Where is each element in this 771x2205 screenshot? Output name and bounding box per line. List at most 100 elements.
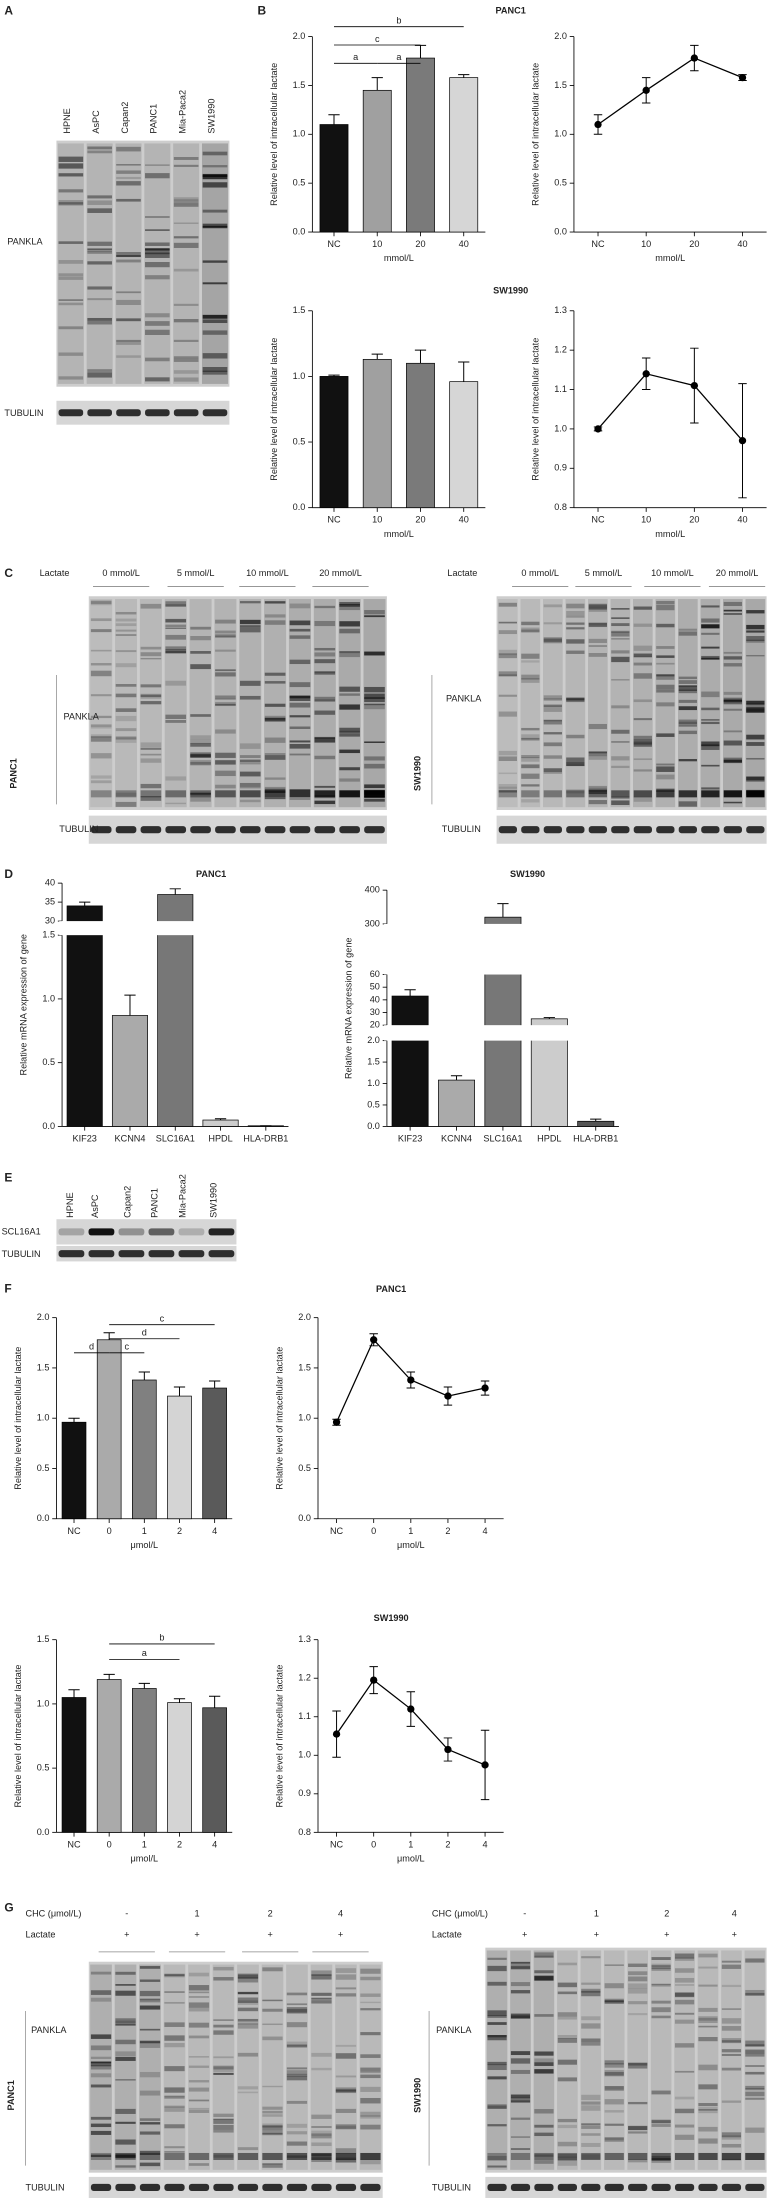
blot-band bbox=[145, 357, 170, 362]
blot-band bbox=[335, 2148, 357, 2154]
blot-band bbox=[628, 2063, 648, 2069]
blot-band bbox=[190, 626, 211, 630]
blot-band bbox=[566, 622, 585, 625]
blot-band bbox=[140, 646, 162, 650]
blot-band bbox=[721, 2018, 742, 2024]
blot-band bbox=[173, 236, 199, 239]
blot-band bbox=[364, 703, 385, 710]
y-tick-label: 1.3 bbox=[554, 305, 567, 315]
blot-band bbox=[498, 621, 517, 624]
blot-band bbox=[604, 2110, 624, 2113]
blot-band bbox=[165, 826, 187, 834]
blot-lane bbox=[57, 143, 84, 384]
blot-band bbox=[701, 721, 720, 725]
blot-background bbox=[56, 1245, 237, 1262]
blot-band bbox=[311, 2114, 332, 2119]
blot-band bbox=[90, 601, 112, 606]
blot-band bbox=[115, 792, 137, 797]
blot-band bbox=[190, 792, 211, 796]
bar bbox=[96, 1679, 122, 1833]
blot-band bbox=[633, 741, 652, 745]
blot-band bbox=[237, 1997, 259, 2003]
blot-band bbox=[314, 647, 336, 651]
blot-band bbox=[611, 608, 630, 610]
blot-band bbox=[87, 195, 112, 199]
blot-band bbox=[289, 695, 311, 699]
blot-band bbox=[311, 2133, 332, 2139]
blot-band bbox=[521, 757, 540, 762]
blot-band bbox=[145, 377, 170, 382]
blot-band bbox=[701, 646, 720, 649]
x-tick-label: 4 bbox=[483, 1526, 488, 1536]
blot-band bbox=[674, 1977, 695, 1983]
blot-band bbox=[543, 604, 562, 608]
error-bar bbox=[414, 349, 427, 364]
blot-band bbox=[656, 674, 675, 677]
bar bbox=[438, 1079, 475, 1127]
blot-band bbox=[651, 1983, 671, 1986]
blot-band bbox=[656, 774, 675, 780]
blot-band bbox=[264, 672, 286, 676]
blot-band bbox=[237, 1977, 259, 1983]
blot-band bbox=[746, 742, 765, 746]
blot-lane bbox=[335, 1964, 357, 2170]
blot-band bbox=[140, 783, 162, 789]
blot-band bbox=[116, 318, 141, 322]
bar bbox=[449, 77, 479, 233]
blot-band bbox=[237, 2086, 259, 2090]
point bbox=[407, 1705, 415, 1713]
blot-band bbox=[115, 611, 137, 615]
blot-band bbox=[745, 2050, 765, 2055]
blot-band bbox=[90, 2061, 112, 2067]
blot-band bbox=[286, 2070, 308, 2075]
blot-band bbox=[88, 1250, 115, 1258]
row-label: Lactate bbox=[26, 1929, 56, 1939]
blot-band bbox=[215, 770, 236, 777]
blot-band bbox=[510, 1961, 531, 1964]
x-tick-label: 0 bbox=[371, 1839, 376, 1849]
blot-band bbox=[115, 790, 137, 798]
blot-band bbox=[678, 680, 697, 684]
control-label: TUBULIN bbox=[4, 408, 43, 418]
blot-band bbox=[534, 1970, 554, 1974]
y-tick-label: 60 bbox=[370, 969, 380, 979]
cell-line-label: SW1990 bbox=[412, 756, 422, 791]
blot-band bbox=[314, 671, 336, 674]
point bbox=[332, 1418, 341, 1426]
blot-band bbox=[651, 1963, 671, 1968]
blot-band bbox=[188, 2065, 210, 2068]
blot-band bbox=[239, 624, 261, 628]
blot-band bbox=[339, 604, 360, 607]
blot-lane bbox=[338, 599, 361, 808]
blot-band bbox=[588, 790, 607, 798]
blot-lane bbox=[173, 143, 200, 384]
blot-band bbox=[360, 2067, 381, 2072]
significance-label: c bbox=[124, 1342, 129, 1352]
blot-band bbox=[557, 2160, 577, 2166]
blot-band bbox=[611, 631, 630, 637]
y-tick-label: 400 bbox=[365, 885, 380, 895]
blot-lane bbox=[139, 1964, 161, 2170]
blot-band bbox=[566, 789, 585, 794]
blot-band bbox=[534, 2124, 554, 2128]
blot-band bbox=[115, 826, 137, 834]
blot-lane bbox=[212, 1964, 235, 2170]
x-tick-label: 1 bbox=[142, 1526, 147, 1536]
x-axis-label: μmol/L bbox=[131, 1853, 159, 1863]
blot-band bbox=[58, 409, 84, 417]
blot-band bbox=[215, 630, 236, 634]
blot-band bbox=[674, 2134, 695, 2140]
blot-band bbox=[498, 783, 517, 789]
blot-band bbox=[581, 1956, 601, 1959]
blot-band bbox=[173, 370, 199, 374]
blot-band bbox=[239, 619, 261, 625]
x-tick-label: 1 bbox=[408, 1526, 413, 1536]
blot-band bbox=[164, 2107, 185, 2112]
blot-band bbox=[314, 785, 336, 788]
condition-label: 1 bbox=[594, 1908, 599, 1918]
blot-lane bbox=[744, 1950, 766, 2170]
blot-band bbox=[339, 652, 360, 658]
blot-band bbox=[58, 376, 84, 380]
x-axis-label: μmol/L bbox=[131, 1540, 159, 1550]
blot-band bbox=[237, 2183, 259, 2191]
